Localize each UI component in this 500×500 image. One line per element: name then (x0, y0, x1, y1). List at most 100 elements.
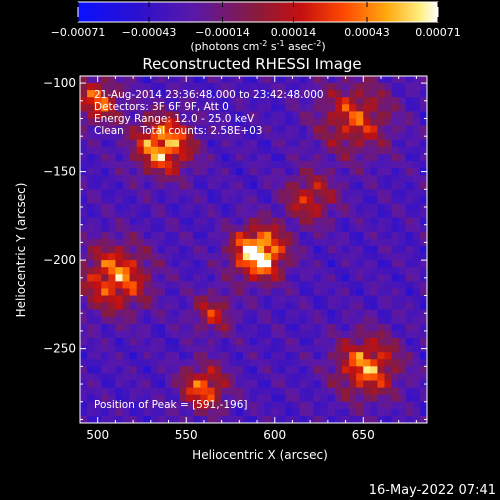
heatmap-cell (129, 288, 138, 296)
heatmap-cell (157, 139, 166, 148)
heatmap-cell (115, 345, 123, 353)
heatmap-cell (313, 394, 322, 403)
heatmap-cell (221, 153, 230, 162)
heatmap-cell (143, 274, 152, 282)
heatmap-cell (157, 401, 166, 410)
heatmap-cell (108, 316, 116, 325)
heatmap-cell (419, 267, 427, 275)
heatmap-cell (299, 281, 308, 289)
heatmap-cell (334, 168, 343, 176)
heatmap-cell (122, 260, 130, 268)
heatmap-cell (349, 415, 357, 423)
heatmap-cell (257, 345, 265, 353)
heatmap-cell (398, 330, 407, 339)
heatmap-cell (214, 373, 223, 381)
heatmap-cell (391, 224, 400, 233)
heatmap-cell (242, 118, 251, 126)
heatmap-cell (264, 253, 272, 261)
heatmap-cell (150, 330, 159, 339)
heatmap-cell (221, 139, 230, 148)
heatmap-cell (320, 189, 329, 197)
heatmap-cell (342, 408, 350, 417)
heatmap-cell (419, 288, 427, 296)
heatmap-cell (377, 189, 385, 197)
heatmap-cell (320, 175, 329, 183)
heatmap-cell (200, 274, 208, 282)
heatmap-cell (370, 146, 378, 155)
heatmap-cell (143, 295, 152, 304)
heatmap-cell (193, 104, 201, 112)
heatmap-cell (186, 139, 194, 148)
heatmap-cell (384, 90, 392, 98)
heatmap-cell (412, 260, 421, 268)
heatmap-cell (327, 309, 336, 318)
heatmap-cell (327, 281, 336, 289)
heatmap-cell (320, 267, 329, 275)
heatmap-cell (122, 274, 130, 282)
heatmap-cell (200, 196, 208, 204)
heatmap-cell (129, 323, 138, 332)
heatmap-cell (207, 330, 215, 339)
heatmap-cell (200, 260, 208, 268)
heatmap-cell (164, 168, 173, 176)
heatmap-cell (342, 366, 350, 374)
heatmap-cell (419, 415, 427, 423)
heatmap-cell (87, 97, 95, 105)
heatmap-cell (327, 245, 336, 254)
heatmap-cell (271, 153, 279, 162)
heatmap-cell (143, 309, 152, 318)
heatmap-cell (200, 345, 208, 353)
heatmap-cell (292, 118, 300, 126)
heatmap-cell (363, 196, 371, 204)
heatmap-cell (327, 295, 336, 304)
heatmap-cell (278, 175, 286, 183)
heatmap-cell (164, 253, 173, 261)
heatmap-cell (94, 394, 102, 403)
heatmap-cell (377, 90, 385, 98)
y-tick-label: −150 (43, 165, 76, 179)
heatmap-cell (207, 210, 215, 219)
heatmap-cell (327, 260, 336, 268)
heatmap-cell (200, 281, 208, 289)
heatmap-cell (242, 408, 251, 417)
heatmap-cell (285, 394, 293, 403)
heatmap-cell (87, 245, 95, 254)
heatmap-cell (356, 132, 364, 141)
heatmap-cell (292, 224, 300, 233)
heatmap-cell (285, 111, 293, 119)
heatmap-cell (391, 175, 400, 183)
heatmap-cell (157, 316, 166, 325)
heatmap-cell (87, 309, 95, 318)
heatmap-cell (94, 380, 102, 388)
heatmap-cell (200, 160, 208, 169)
heatmap-cell (313, 366, 322, 374)
heatmap-cell (179, 415, 187, 423)
heatmap-cell (377, 111, 385, 119)
heatmap-cell (391, 203, 400, 211)
heatmap-cell (136, 217, 145, 226)
heatmap-cell (313, 118, 322, 126)
heatmap-cell (398, 373, 407, 381)
heatmap-cell (313, 274, 322, 282)
heatmap-cell (419, 196, 427, 204)
heatmap-cell (363, 139, 371, 148)
heatmap-cell (370, 260, 378, 268)
heatmap-cell (101, 281, 109, 289)
heatmap-cell (405, 401, 414, 410)
heatmap-cell (80, 267, 88, 275)
heatmap-cell (164, 260, 173, 268)
heatmap-cell (186, 295, 194, 304)
heatmap-cell (200, 408, 208, 417)
heatmap-cell (157, 203, 166, 211)
heatmap-cell (342, 210, 350, 219)
heatmap-cell (299, 132, 308, 141)
heatmap-cell (398, 111, 407, 119)
heatmap-cell (228, 196, 237, 204)
heatmap-cell (377, 132, 385, 141)
heatmap-cell (122, 104, 130, 112)
colorbar-ticks: −0.00071 −0.00043 −0.00014 0.00014 0.00043 0.… (51, 2, 461, 39)
heatmap-cell (150, 394, 159, 403)
heatmap-cell (172, 160, 180, 169)
heatmap-cell (271, 295, 279, 304)
heatmap-cell (179, 309, 187, 318)
